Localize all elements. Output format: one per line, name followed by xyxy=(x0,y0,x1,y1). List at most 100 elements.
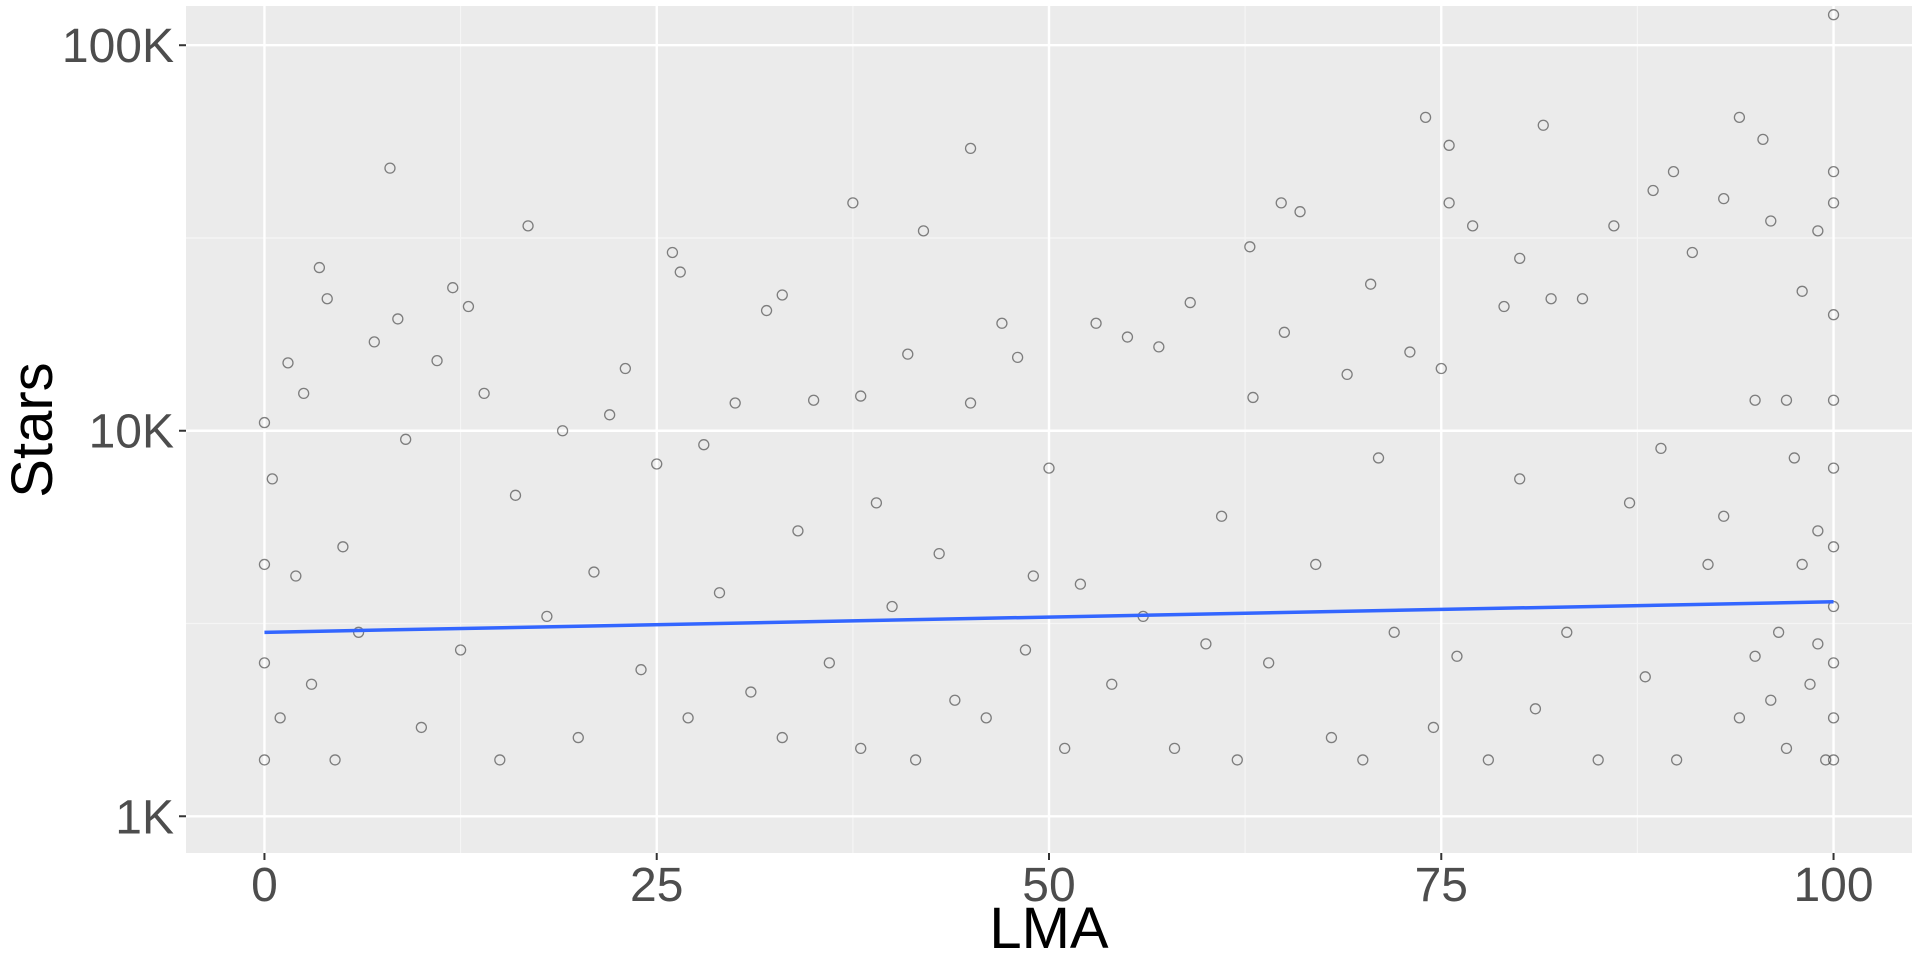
point xyxy=(1435,362,1447,375)
point xyxy=(1529,703,1542,715)
point xyxy=(1827,309,1840,321)
point xyxy=(698,439,710,451)
point xyxy=(792,525,804,537)
point xyxy=(329,754,341,766)
point xyxy=(1443,139,1455,151)
point xyxy=(1365,278,1377,290)
point xyxy=(1482,754,1494,766)
point xyxy=(1310,558,1322,571)
point xyxy=(337,541,349,553)
point xyxy=(290,570,302,582)
point xyxy=(1765,694,1777,706)
point xyxy=(1592,754,1604,766)
point xyxy=(1796,558,1808,571)
point xyxy=(666,246,679,259)
point xyxy=(1827,462,1840,474)
point xyxy=(478,387,490,400)
x-tick-label: 50 xyxy=(1022,859,1075,912)
point xyxy=(1419,111,1432,124)
point xyxy=(776,289,788,301)
point xyxy=(1168,742,1181,755)
point xyxy=(1608,220,1620,232)
point xyxy=(635,664,647,676)
point xyxy=(1827,165,1840,178)
x-tick-label: 100 xyxy=(1793,859,1873,912)
marks xyxy=(258,9,1840,766)
point xyxy=(588,566,600,578)
point xyxy=(1827,197,1840,209)
point xyxy=(1388,626,1400,638)
point xyxy=(1812,225,1824,237)
point xyxy=(980,712,992,724)
point xyxy=(321,293,333,305)
point xyxy=(964,142,977,155)
point xyxy=(454,644,467,656)
point xyxy=(870,497,883,509)
point xyxy=(1372,452,1385,464)
point xyxy=(572,731,584,744)
point xyxy=(902,348,914,360)
point xyxy=(266,473,278,485)
point xyxy=(1623,497,1636,509)
point xyxy=(258,558,271,571)
grid xyxy=(186,6,1912,853)
point xyxy=(1757,133,1769,145)
point xyxy=(1027,570,1039,582)
point xyxy=(1788,452,1800,464)
point xyxy=(368,336,380,348)
point xyxy=(1059,742,1071,755)
point xyxy=(964,397,977,409)
point xyxy=(1702,558,1714,571)
point xyxy=(415,721,428,734)
point xyxy=(1670,754,1683,766)
point xyxy=(1325,731,1338,744)
point xyxy=(1804,678,1816,690)
point xyxy=(1121,331,1134,343)
point xyxy=(1184,296,1196,309)
point xyxy=(1074,578,1087,590)
point xyxy=(1404,346,1416,358)
point xyxy=(1718,510,1730,522)
point xyxy=(282,357,294,369)
point xyxy=(682,712,694,724)
point xyxy=(1765,215,1777,227)
y-tick-label: 1K xyxy=(115,791,174,844)
point xyxy=(431,354,443,367)
point xyxy=(1357,754,1369,766)
point xyxy=(1443,197,1455,209)
point xyxy=(305,678,318,690)
point xyxy=(1827,394,1840,406)
point xyxy=(1639,671,1651,683)
point xyxy=(760,304,773,317)
point xyxy=(1780,394,1793,406)
point xyxy=(745,686,757,698)
point xyxy=(1231,754,1243,766)
point xyxy=(1278,326,1291,338)
point xyxy=(886,600,898,613)
point xyxy=(1451,650,1463,662)
point xyxy=(1043,462,1055,474)
point xyxy=(1733,712,1746,724)
point xyxy=(1647,184,1659,197)
point xyxy=(1827,712,1840,724)
point xyxy=(823,657,835,669)
point xyxy=(1247,391,1259,404)
point xyxy=(1106,678,1118,690)
point xyxy=(1514,252,1526,265)
point xyxy=(494,754,506,766)
point xyxy=(1812,638,1824,650)
point xyxy=(400,433,412,445)
point xyxy=(1200,638,1212,650)
point xyxy=(258,416,271,429)
point xyxy=(807,394,820,406)
point xyxy=(258,754,271,766)
y-axis-title: Stars xyxy=(0,362,65,497)
point xyxy=(949,694,961,706)
point xyxy=(1827,754,1840,766)
point xyxy=(604,409,616,421)
x-axis-title: LMA xyxy=(989,896,1109,959)
point xyxy=(1294,206,1306,218)
point xyxy=(1827,600,1840,613)
point xyxy=(1341,368,1353,381)
